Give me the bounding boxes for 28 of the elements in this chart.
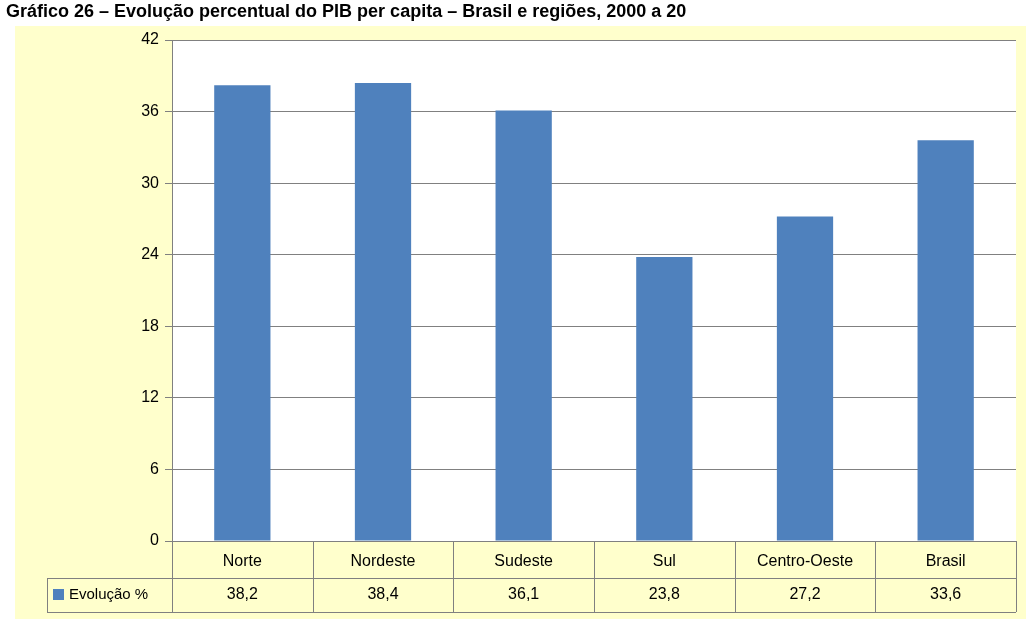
y-tick-label: 6 <box>150 459 160 477</box>
bar <box>354 82 412 541</box>
data-label: 23,8 <box>648 585 681 603</box>
x-tick-label: Centro-Oeste <box>756 552 854 570</box>
bar <box>636 257 693 541</box>
data-label: 36,1 <box>508 585 540 603</box>
bar <box>214 85 271 541</box>
x-tick-label: Sul <box>652 552 676 570</box>
bar <box>776 216 834 541</box>
y-tick-label: 18 <box>141 316 160 334</box>
chart-title: Gráfico 26 – Evolução percentual do PIB per capita – Brasil e regiões, 2000 a 20 <box>6 0 687 21</box>
y-tick-label: 36 <box>141 101 160 119</box>
legend-label: Evolução % <box>69 585 149 603</box>
y-tick-label: 0 <box>150 531 160 549</box>
y-tick-label: 42 <box>141 30 160 48</box>
x-tick-label: Norte <box>222 552 262 570</box>
data-label: 33,6 <box>930 585 962 603</box>
y-tick-label: 24 <box>141 245 160 263</box>
bar <box>917 140 974 541</box>
y-tick-label: 12 <box>141 388 160 406</box>
x-tick-label: Nordeste <box>350 552 416 570</box>
x-tick-label: Brasil <box>925 552 966 570</box>
y-tick-label: 30 <box>141 173 160 191</box>
data-label: 27,2 <box>789 585 821 603</box>
data-label: 38,4 <box>367 585 399 603</box>
data-label: 38,2 <box>226 585 259 603</box>
x-tick-label: Sudeste <box>494 552 554 570</box>
bar <box>495 110 552 541</box>
